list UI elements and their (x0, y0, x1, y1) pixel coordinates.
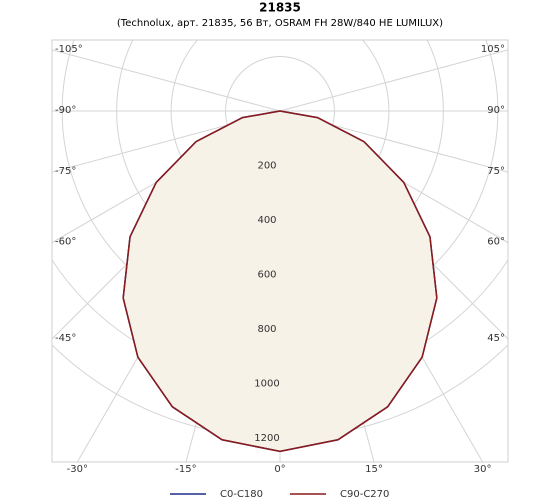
frame (51, 39, 509, 463)
angle-tick-label: 0° (274, 464, 285, 475)
angle-tick-label: -75° (55, 166, 76, 177)
chart-title: 21835 (259, 1, 301, 15)
angle-tick-label: 75° (487, 166, 505, 177)
angle-tick-label: 15° (365, 464, 383, 475)
angle-tick-label: -60° (55, 237, 76, 248)
angle-tick-label: -15° (175, 464, 196, 475)
chart-subtitle: (Technolux, арт. 21835, 56 Вт, OSRAM FH … (117, 18, 443, 29)
plot (122, 110, 438, 453)
angle-tick-label: 30° (474, 464, 492, 475)
angle-tick-label: -105° (55, 44, 83, 55)
angle-tick-label: -45° (55, 333, 76, 344)
r-tick-label: 400 (257, 215, 276, 226)
r-tick-label: 1000 (254, 378, 279, 389)
legend-label: C0-C180 (220, 489, 263, 500)
grid-ray (52, 49, 281, 112)
angle-tick-label: -90° (55, 105, 76, 116)
legend-label: C90-C270 (340, 489, 389, 500)
angle-tick-label: 105° (481, 44, 505, 55)
r-tick-label: 800 (257, 324, 276, 335)
angle-tick-label: 60° (487, 237, 505, 248)
angle-tick-label: 90° (487, 105, 505, 116)
r-tick-label: 200 (257, 160, 276, 171)
r-tick-label: 1200 (254, 433, 279, 444)
intensity-curve (122, 110, 438, 453)
angle-tick-label: -30° (67, 464, 88, 475)
grid-ray (279, 49, 508, 112)
r-tick-label: 600 (257, 269, 276, 280)
angle-tick-label: 45° (487, 333, 505, 344)
intensity-curve (122, 110, 438, 453)
